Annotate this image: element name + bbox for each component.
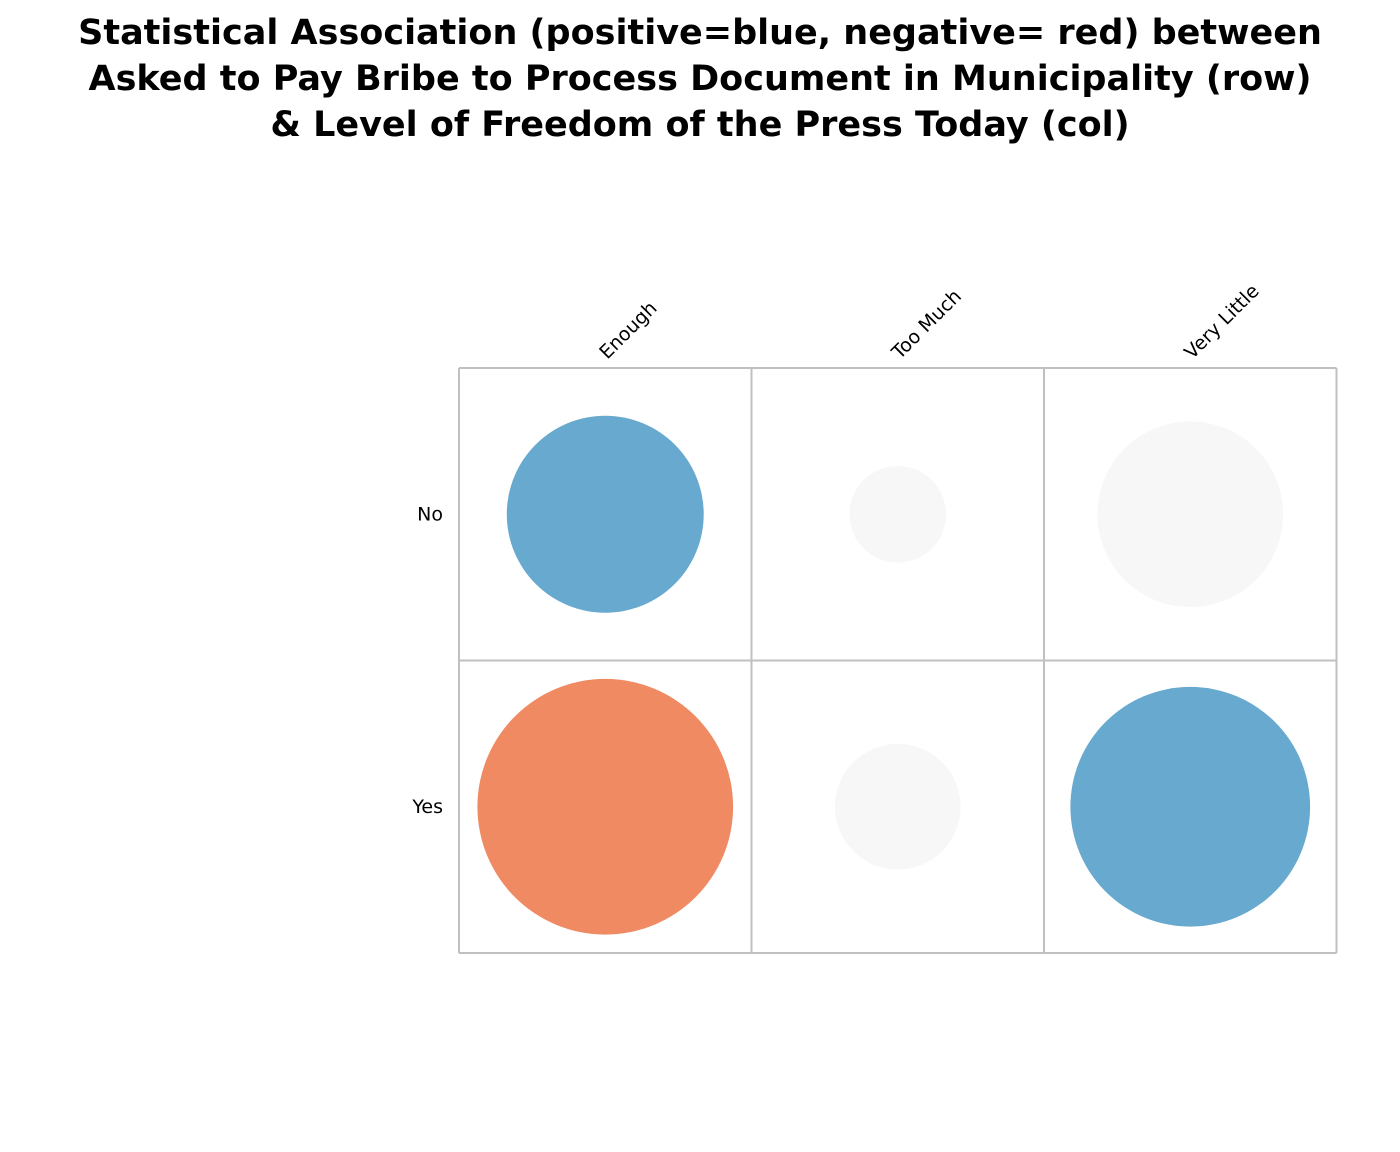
chart-title: Statistical Association (positive=blue, … xyxy=(0,10,1400,148)
association-circle-yes-too-much xyxy=(834,743,961,870)
association-circle-no-too-much xyxy=(849,465,947,563)
association-circle-yes-very-little xyxy=(1070,686,1311,927)
grid-layer xyxy=(458,367,1338,954)
association-circle-no-very-little xyxy=(1097,421,1284,608)
association-circle-no-enough xyxy=(506,415,704,613)
title-line-3: & Level of Freedom of the Press Today (c… xyxy=(270,105,1130,145)
column-label-enough: Enough xyxy=(595,297,661,363)
association-circle-yes-enough xyxy=(477,678,734,935)
column-label-too-much: Too Much xyxy=(887,285,966,364)
column-label-very-little: Very Little xyxy=(1180,280,1263,363)
row-label-no: No xyxy=(417,503,443,525)
title-line-2: Asked to Pay Bribe to Process Document i… xyxy=(88,59,1312,99)
title-line-1: Statistical Association (positive=blue, … xyxy=(78,13,1322,53)
row-label-yes: Yes xyxy=(411,796,443,818)
circles-layer xyxy=(477,415,1311,935)
